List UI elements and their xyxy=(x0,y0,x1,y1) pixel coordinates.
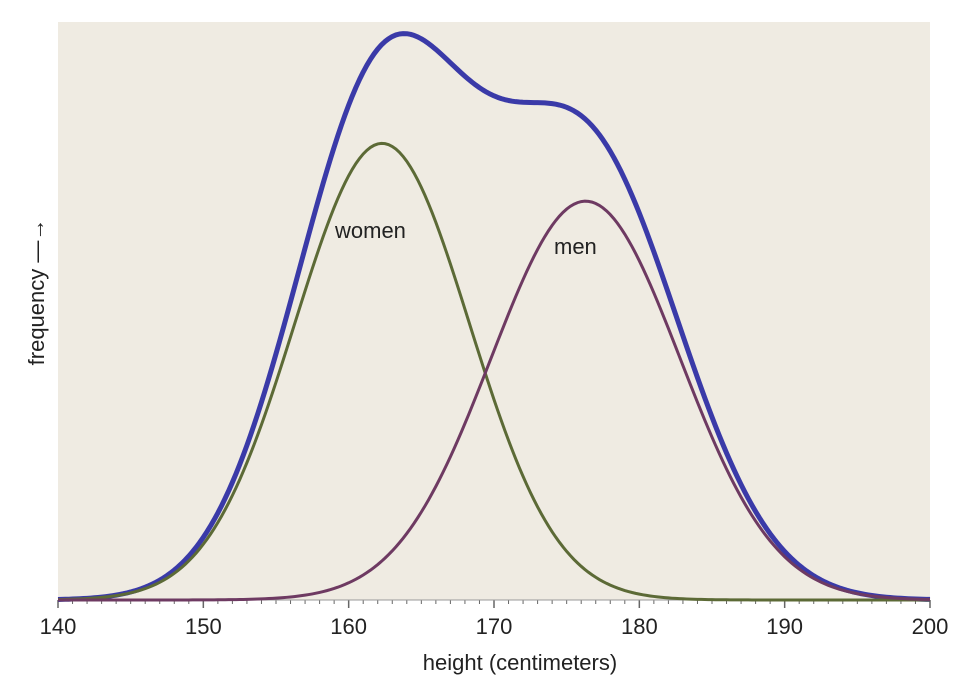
x-tick-labels: 140 150 160 170 180 190 200 xyxy=(40,614,949,639)
x-tick-label: 180 xyxy=(621,614,658,639)
men-label: men xyxy=(554,234,597,259)
total-curve xyxy=(57,31,931,602)
x-axis-label: height (centimeters) xyxy=(423,650,617,675)
x-tick-label: 150 xyxy=(185,614,222,639)
x-tick-label: 170 xyxy=(476,614,513,639)
men-curve xyxy=(58,199,931,602)
women-label: women xyxy=(334,218,406,243)
x-tick-label: 190 xyxy=(766,614,803,639)
plot-background xyxy=(58,22,930,600)
x-tick-label: 160 xyxy=(330,614,367,639)
x-tick-label: 200 xyxy=(912,614,949,639)
women-curve xyxy=(57,141,930,602)
x-tick-label: 140 xyxy=(40,614,77,639)
y-axis-label: frequency —→ xyxy=(24,219,49,366)
